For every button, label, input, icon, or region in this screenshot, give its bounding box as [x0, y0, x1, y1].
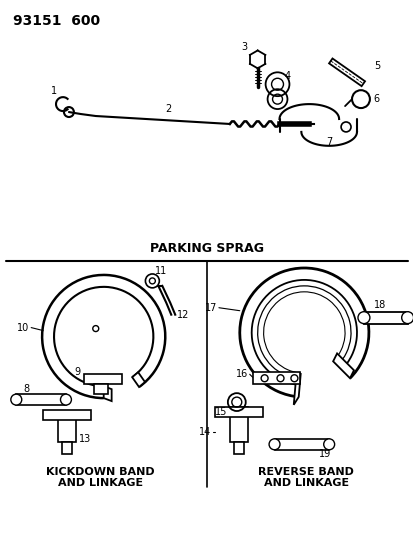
Text: 19: 19 [318, 449, 331, 459]
Bar [43, 410, 90, 420]
Bar [83, 374, 121, 384]
Text: 2: 2 [165, 104, 171, 114]
Text: 93151  600: 93151 600 [13, 14, 100, 28]
Polygon shape [328, 59, 364, 86]
Circle shape [11, 394, 22, 405]
Polygon shape [103, 386, 112, 401]
Text: PARKING SPRAG: PARKING SPRAG [150, 242, 263, 255]
Bar [214, 407, 262, 417]
Bar [233, 442, 243, 454]
Text: 18: 18 [373, 300, 385, 310]
Bar [58, 412, 76, 442]
Text: 17: 17 [204, 303, 216, 313]
Circle shape [357, 312, 369, 324]
Text: 7: 7 [325, 137, 332, 147]
Text: 8: 8 [23, 384, 29, 394]
Text: REVERSE BAND
AND LINKAGE: REVERSE BAND AND LINKAGE [258, 467, 354, 488]
Polygon shape [132, 372, 145, 387]
Text: 11: 11 [155, 266, 167, 276]
Text: 5: 5 [373, 61, 379, 71]
Polygon shape [293, 373, 300, 405]
Text: 15: 15 [214, 407, 226, 417]
Polygon shape [332, 353, 353, 378]
Text: 4: 4 [284, 71, 290, 82]
Text: 3: 3 [241, 43, 247, 52]
Text: 12: 12 [177, 310, 189, 320]
Circle shape [268, 439, 279, 450]
Text: 10: 10 [17, 322, 29, 333]
Text: 6: 6 [373, 94, 379, 104]
Text: KICKDOWN BAND
AND LINKAGE: KICKDOWN BAND AND LINKAGE [46, 467, 154, 488]
Bar [363, 312, 407, 324]
Bar [274, 439, 328, 450]
Bar [252, 372, 300, 384]
Bar [93, 384, 107, 394]
Bar [16, 394, 66, 405]
Text: 14: 14 [198, 427, 211, 437]
Bar [229, 407, 247, 442]
Bar [62, 442, 72, 454]
Circle shape [401, 312, 413, 324]
Text: 9: 9 [75, 367, 81, 377]
Circle shape [323, 439, 334, 450]
Text: 13: 13 [78, 434, 91, 444]
Text: 1: 1 [51, 86, 57, 96]
Circle shape [60, 394, 71, 405]
Text: 16: 16 [235, 369, 247, 379]
